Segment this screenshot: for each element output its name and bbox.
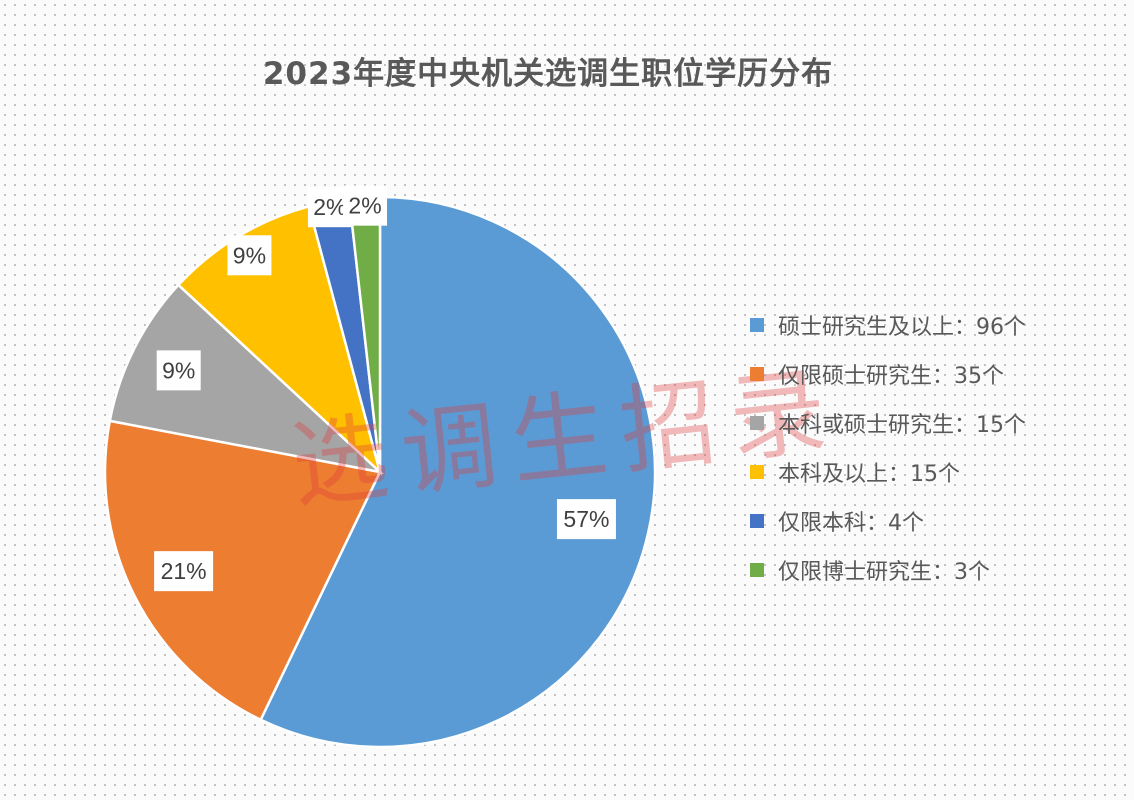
data-label-text: 57% (563, 506, 609, 532)
data-label-box (343, 185, 388, 226)
data-label-2: 9% (156, 350, 201, 391)
data-label-5: 2% (343, 185, 388, 226)
data-label-0: 57% (556, 499, 616, 540)
data-label-box (227, 235, 272, 276)
pie-slice-0 (259, 195, 657, 749)
pie-slice-2 (108, 283, 385, 475)
data-label-text: 9% (162, 357, 195, 383)
data-label-3: 9% (227, 235, 272, 276)
data-label-text: 21% (161, 558, 207, 584)
data-label-text: 9% (233, 242, 266, 268)
legend: 硕士研究生及以上：96个 仅限硕士研究生：35个 本科或硕士研究生：15个 本科及以上… (750, 300, 1026, 594)
legend-item: 硕士研究生及以上：96个 (750, 300, 1026, 349)
data-label-box (556, 499, 616, 540)
legend-item: 本科或硕士研究生：15个 (750, 398, 1026, 447)
data-label-box (156, 350, 201, 391)
legend-label: 硕士研究生及以上：96个 (778, 314, 1026, 340)
legend-label: 仅限硕士研究生：35个 (778, 363, 1004, 389)
legend-swatch (750, 317, 764, 332)
legend-item: 仅限本科：4个 (750, 496, 1026, 545)
legend-label: 本科或硕士研究生：15个 (778, 412, 1026, 438)
legend-swatch (750, 464, 764, 479)
legend-label: 仅限博士研究生：3个 (778, 559, 990, 585)
legend-item: 仅限硕士研究生：35个 (750, 349, 1026, 398)
legend-item: 仅限博士研究生：3个 (750, 545, 1026, 594)
legend-swatch (750, 415, 764, 430)
data-label-text: 2% (348, 193, 381, 219)
legend-label: 本科及以上：15个 (778, 461, 960, 487)
data-label-1: 21% (154, 551, 214, 592)
legend-swatch (750, 513, 764, 528)
legend-swatch (750, 562, 764, 577)
legend-label: 仅限本科：4个 (778, 510, 924, 536)
data-label-text: 2% (313, 194, 346, 220)
chart-title: 2023年度中央机关选调生职位学历分布 (262, 56, 834, 92)
data-label-box (154, 551, 214, 592)
legend-swatch (750, 366, 764, 381)
pie-slice-1 (103, 419, 382, 722)
legend-item: 本科及以上：15个 (750, 447, 1026, 496)
